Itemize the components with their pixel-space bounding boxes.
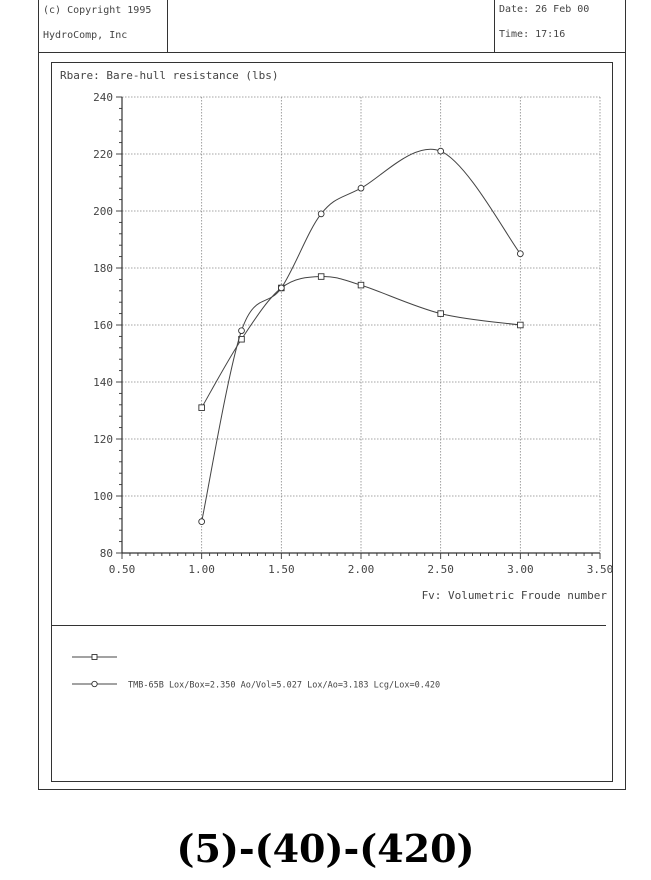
chart-series [198,147,524,526]
legend-label-2: TMB-65B Lox/Box=2.350 Ao/Vol=5.027 Lox/A… [128,681,440,691]
y-tick-label: 140 [93,376,113,389]
x-tick-label: 2.50 [427,563,454,576]
chart-title: Rbare: Bare-hull resistance (lbs) [60,69,279,82]
header-left-box: (c) Copyright 1995 HydroComp, Inc [39,0,168,53]
data-point-circle [317,210,325,218]
y-tick-label: 200 [93,205,113,218]
data-point-circle [277,284,285,292]
data-point-circle [516,250,524,258]
x-tick-label: 3.50 [587,563,612,576]
company-text: HydroComp, Inc [43,30,128,41]
x-tick-label: 3.00 [507,563,534,576]
data-point-square [317,273,325,280]
x-tick-label: 0.50 [109,563,136,576]
data-point-square [437,310,444,317]
data-point-square [517,321,524,329]
data-point-square [357,281,365,289]
header-middle-box [167,0,495,53]
y-tick-label: 100 [93,490,113,503]
y-tick-label: 80 [100,547,113,560]
data-point-square [198,404,205,411]
chart-axes: 80 100 120 140 160 180 200 220 240 0.50 1.00 1.50 2.… [93,91,612,576]
y-tick-label: 120 [93,433,113,446]
figure-caption: (5)-(40)-(420) [176,826,475,871]
data-point-circle [437,147,445,155]
x-tick-label: 1.50 [268,563,295,576]
chart-grid [121,96,601,554]
data-point-circle [357,184,365,192]
y-tick-label: 180 [93,262,113,275]
x-axis-label: Fv: Volumetric Froude number [422,589,608,602]
chart-legend: TMB-65B Lox/Box=2.350 Ao/Vol=5.027 Lox/A… [72,654,440,691]
copyright-text: (c) Copyright 1995 [43,5,152,16]
resistance-chart: Rbare: Bare-hull resistance (lbs) 80 100 1… [60,69,612,602]
legend-separator [52,625,606,626]
time-text: Time: 17:16 [499,29,566,40]
data-point-circle [238,327,245,335]
data-point-circle [198,518,206,526]
header-right-box: Date: 26 Feb 00 Time: 17:16 [494,0,625,53]
legend-marker-square [91,654,98,660]
y-tick-label: 240 [93,91,113,104]
x-tick-label: 2.00 [348,563,375,576]
legend-marker-circle [91,680,98,688]
y-tick-label: 160 [93,319,113,332]
date-text: Date: 26 Feb 00 [499,4,590,15]
y-tick-label: 220 [93,148,113,161]
x-tick-label: 1.00 [188,563,215,576]
report-frame: (c) Copyright 1995 HydroComp, Inc Date: … [38,0,626,790]
plot-box: Rbare: Bare-hull resistance (lbs) 80 100 1… [51,62,613,782]
